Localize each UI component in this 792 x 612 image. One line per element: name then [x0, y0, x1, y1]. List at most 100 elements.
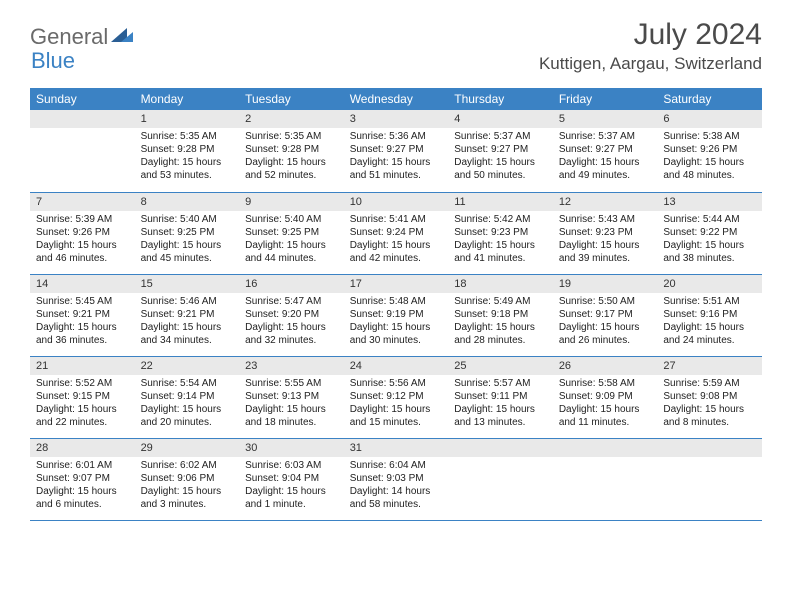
location: Kuttigen, Aargau, Switzerland [539, 54, 762, 74]
day-details: Sunrise: 5:36 AMSunset: 9:27 PMDaylight:… [344, 128, 449, 184]
calendar-row: 21Sunrise: 5:52 AMSunset: 9:15 PMDayligh… [30, 356, 762, 438]
day-details: Sunrise: 5:48 AMSunset: 9:19 PMDaylight:… [344, 293, 449, 349]
calendar-row: 7Sunrise: 5:39 AMSunset: 9:26 PMDaylight… [30, 192, 762, 274]
empty-day-header [448, 439, 553, 457]
calendar-cell: 16Sunrise: 5:47 AMSunset: 9:20 PMDayligh… [239, 274, 344, 356]
day-details: Sunrise: 5:40 AMSunset: 9:25 PMDaylight:… [239, 211, 344, 267]
day-number: 21 [30, 357, 135, 375]
weekday-tuesday: Tuesday [239, 88, 344, 110]
day-details: Sunrise: 5:45 AMSunset: 9:21 PMDaylight:… [30, 293, 135, 349]
calendar-cell: 21Sunrise: 5:52 AMSunset: 9:15 PMDayligh… [30, 356, 135, 438]
day-number: 3 [344, 110, 449, 128]
logo-text-blue: Blue [31, 48, 75, 73]
day-number: 28 [30, 439, 135, 457]
calendar-cell [657, 438, 762, 520]
day-details: Sunrise: 5:41 AMSunset: 9:24 PMDaylight:… [344, 211, 449, 267]
day-number: 31 [344, 439, 449, 457]
month-title: July 2024 [539, 18, 762, 52]
day-number: 19 [553, 275, 658, 293]
day-number: 27 [657, 357, 762, 375]
day-number: 18 [448, 275, 553, 293]
day-number: 15 [135, 275, 240, 293]
logo: General [30, 24, 133, 50]
day-number: 12 [553, 193, 658, 211]
day-details: Sunrise: 5:38 AMSunset: 9:26 PMDaylight:… [657, 128, 762, 184]
day-details: Sunrise: 6:03 AMSunset: 9:04 PMDaylight:… [239, 457, 344, 513]
day-details: Sunrise: 6:02 AMSunset: 9:06 PMDaylight:… [135, 457, 240, 513]
day-details: Sunrise: 5:42 AMSunset: 9:23 PMDaylight:… [448, 211, 553, 267]
calendar-cell: 10Sunrise: 5:41 AMSunset: 9:24 PMDayligh… [344, 192, 449, 274]
day-number: 13 [657, 193, 762, 211]
day-details: Sunrise: 5:43 AMSunset: 9:23 PMDaylight:… [553, 211, 658, 267]
calendar-cell: 22Sunrise: 5:54 AMSunset: 9:14 PMDayligh… [135, 356, 240, 438]
day-details: Sunrise: 5:50 AMSunset: 9:17 PMDaylight:… [553, 293, 658, 349]
day-number: 22 [135, 357, 240, 375]
day-details: Sunrise: 5:37 AMSunset: 9:27 PMDaylight:… [448, 128, 553, 184]
day-details: Sunrise: 5:39 AMSunset: 9:26 PMDaylight:… [30, 211, 135, 267]
day-details: Sunrise: 5:57 AMSunset: 9:11 PMDaylight:… [448, 375, 553, 431]
day-details: Sunrise: 5:44 AMSunset: 9:22 PMDaylight:… [657, 211, 762, 267]
day-number: 8 [135, 193, 240, 211]
day-details: Sunrise: 5:46 AMSunset: 9:21 PMDaylight:… [135, 293, 240, 349]
calendar-cell: 1Sunrise: 5:35 AMSunset: 9:28 PMDaylight… [135, 110, 240, 192]
day-details: Sunrise: 5:56 AMSunset: 9:12 PMDaylight:… [344, 375, 449, 431]
day-number: 30 [239, 439, 344, 457]
day-details: Sunrise: 5:35 AMSunset: 9:28 PMDaylight:… [135, 128, 240, 184]
day-number: 20 [657, 275, 762, 293]
calendar-cell: 6Sunrise: 5:38 AMSunset: 9:26 PMDaylight… [657, 110, 762, 192]
day-number: 14 [30, 275, 135, 293]
day-number: 6 [657, 110, 762, 128]
calendar-cell: 8Sunrise: 5:40 AMSunset: 9:25 PMDaylight… [135, 192, 240, 274]
day-number: 25 [448, 357, 553, 375]
calendar-cell: 24Sunrise: 5:56 AMSunset: 9:12 PMDayligh… [344, 356, 449, 438]
day-number: 5 [553, 110, 658, 128]
title-block: July 2024 Kuttigen, Aargau, Switzerland [539, 18, 762, 74]
calendar-cell: 13Sunrise: 5:44 AMSunset: 9:22 PMDayligh… [657, 192, 762, 274]
weekday-header-row: SundayMondayTuesdayWednesdayThursdayFrid… [30, 88, 762, 110]
calendar-cell: 23Sunrise: 5:55 AMSunset: 9:13 PMDayligh… [239, 356, 344, 438]
weekday-friday: Friday [553, 88, 658, 110]
day-details: Sunrise: 5:49 AMSunset: 9:18 PMDaylight:… [448, 293, 553, 349]
day-details: Sunrise: 5:40 AMSunset: 9:25 PMDaylight:… [135, 211, 240, 267]
calendar-cell: 25Sunrise: 5:57 AMSunset: 9:11 PMDayligh… [448, 356, 553, 438]
day-details: Sunrise: 5:59 AMSunset: 9:08 PMDaylight:… [657, 375, 762, 431]
empty-day-header [657, 439, 762, 457]
day-number: 17 [344, 275, 449, 293]
weekday-monday: Monday [135, 88, 240, 110]
day-number: 7 [30, 193, 135, 211]
calendar-cell: 5Sunrise: 5:37 AMSunset: 9:27 PMDaylight… [553, 110, 658, 192]
day-details: Sunrise: 5:51 AMSunset: 9:16 PMDaylight:… [657, 293, 762, 349]
calendar-cell [30, 110, 135, 192]
calendar-cell: 9Sunrise: 5:40 AMSunset: 9:25 PMDaylight… [239, 192, 344, 274]
weekday-sunday: Sunday [30, 88, 135, 110]
day-details: Sunrise: 5:35 AMSunset: 9:28 PMDaylight:… [239, 128, 344, 184]
calendar-cell: 28Sunrise: 6:01 AMSunset: 9:07 PMDayligh… [30, 438, 135, 520]
calendar-cell [553, 438, 658, 520]
header: General July 2024 Kuttigen, Aargau, Swit… [0, 0, 792, 80]
calendar-cell: 17Sunrise: 5:48 AMSunset: 9:19 PMDayligh… [344, 274, 449, 356]
calendar-cell: 12Sunrise: 5:43 AMSunset: 9:23 PMDayligh… [553, 192, 658, 274]
logo-text-general: General [30, 24, 108, 50]
calendar-cell [448, 438, 553, 520]
calendar-cell: 27Sunrise: 5:59 AMSunset: 9:08 PMDayligh… [657, 356, 762, 438]
day-number: 11 [448, 193, 553, 211]
calendar-table: SundayMondayTuesdayWednesdayThursdayFrid… [30, 88, 762, 521]
day-details: Sunrise: 5:47 AMSunset: 9:20 PMDaylight:… [239, 293, 344, 349]
day-details: Sunrise: 6:04 AMSunset: 9:03 PMDaylight:… [344, 457, 449, 513]
empty-day-header [30, 110, 135, 128]
calendar-cell: 18Sunrise: 5:49 AMSunset: 9:18 PMDayligh… [448, 274, 553, 356]
empty-day-header [553, 439, 658, 457]
day-number: 26 [553, 357, 658, 375]
calendar-cell: 15Sunrise: 5:46 AMSunset: 9:21 PMDayligh… [135, 274, 240, 356]
day-number: 10 [344, 193, 449, 211]
day-details: Sunrise: 5:55 AMSunset: 9:13 PMDaylight:… [239, 375, 344, 431]
day-number: 9 [239, 193, 344, 211]
calendar-cell: 31Sunrise: 6:04 AMSunset: 9:03 PMDayligh… [344, 438, 449, 520]
calendar-cell: 3Sunrise: 5:36 AMSunset: 9:27 PMDaylight… [344, 110, 449, 192]
calendar-cell: 29Sunrise: 6:02 AMSunset: 9:06 PMDayligh… [135, 438, 240, 520]
weekday-saturday: Saturday [657, 88, 762, 110]
day-details: Sunrise: 5:58 AMSunset: 9:09 PMDaylight:… [553, 375, 658, 431]
calendar-row: 14Sunrise: 5:45 AMSunset: 9:21 PMDayligh… [30, 274, 762, 356]
day-details: Sunrise: 6:01 AMSunset: 9:07 PMDaylight:… [30, 457, 135, 513]
weekday-thursday: Thursday [448, 88, 553, 110]
